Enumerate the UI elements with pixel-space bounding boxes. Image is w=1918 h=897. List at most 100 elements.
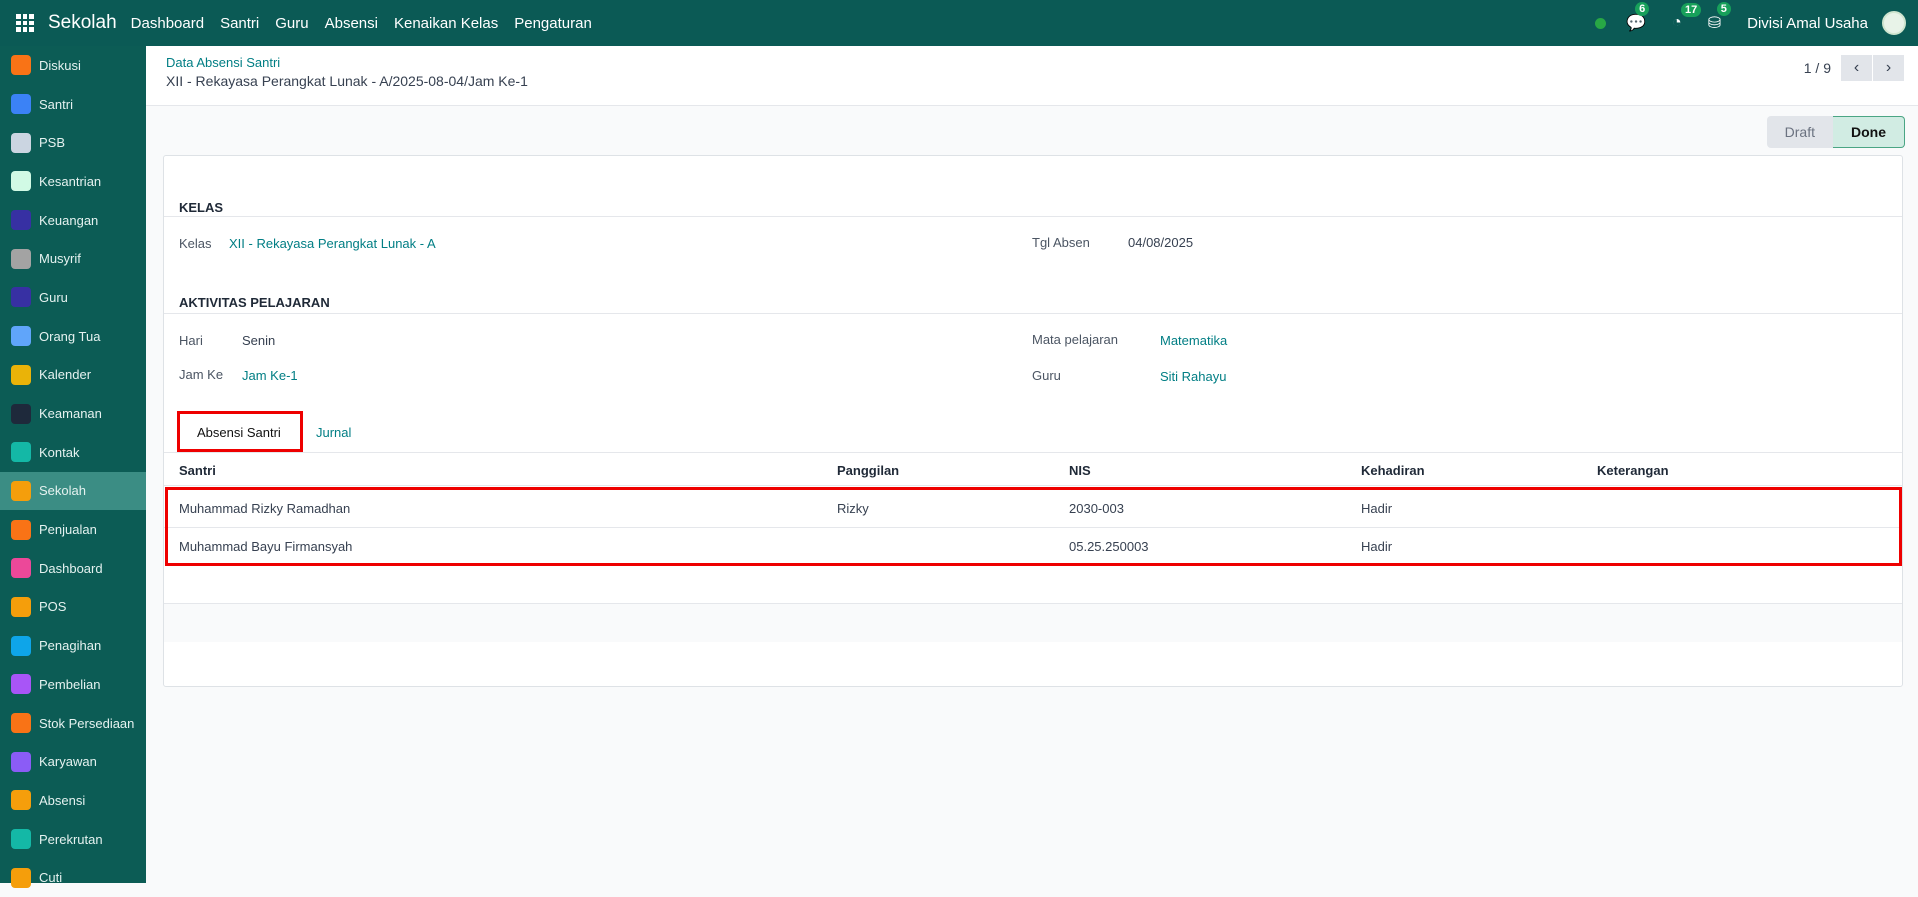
sidebar: Diskusi Santri PSB Kesantrian Keuangan Musyri…	[0, 46, 146, 888]
kalender-icon	[11, 364, 31, 385]
col-kehadiran[interactable]: Kehadiran	[1361, 463, 1425, 478]
menu-santri[interactable]: Santri	[220, 14, 260, 32]
pos-icon	[11, 596, 31, 617]
musyrif-icon	[11, 248, 31, 269]
status-draft[interactable]: Draft	[1766, 116, 1833, 148]
control-panel: Data Absensi Santri XII - Rekayasa Peran…	[146, 46, 1918, 106]
col-nis[interactable]: NIS	[1069, 463, 1091, 478]
sidebar-item-penjualan[interactable]: Penjualan	[0, 510, 146, 549]
menu-guru[interactable]: Guru	[275, 14, 309, 32]
pager-value[interactable]: 1 / 9	[1803, 60, 1831, 76]
sekolah-icon	[11, 480, 31, 501]
jam-value[interactable]: Jam Ke-1	[242, 368, 298, 383]
sidebar-item-orang-tua[interactable]: Orang Tua	[0, 317, 146, 356]
sidebar-item-label: Perekrutan	[39, 831, 103, 847]
breadcrumb-parent[interactable]: Data Absensi Santri	[166, 55, 281, 70]
approvals-icon[interactable]: ⛁ 5	[1708, 2, 1731, 33]
sidebar-item-label: Cuti	[39, 870, 63, 886]
sidebar-item-karyawan[interactable]: Karyawan	[0, 742, 146, 781]
cell-panggilan: Rizky	[837, 501, 869, 516]
sidebar-item-kesantrian[interactable]: Kesantrian	[0, 162, 146, 201]
hari-label: Hari	[179, 333, 203, 348]
jam-label: Jam Ke	[179, 367, 224, 382]
cuti-icon	[11, 867, 31, 888]
sidebar-item-label: POS	[39, 599, 67, 615]
sidebar-item-pembelian[interactable]: Pembelian	[0, 665, 146, 704]
sidebar-item-perekrutan[interactable]: Perekrutan	[0, 820, 146, 859]
status-done[interactable]: Done	[1833, 116, 1905, 148]
avatar[interactable]	[1882, 11, 1906, 35]
activities-icon[interactable]: ◔ 17	[1672, 3, 1702, 32]
col-santri[interactable]: Santri	[179, 463, 216, 478]
divider	[164, 216, 1902, 217]
pager: 1 / 9 ‹ ›	[1804, 55, 1905, 81]
diskusi-icon	[11, 55, 31, 76]
mapel-value[interactable]: Matematika	[1160, 333, 1228, 348]
section-aktivitas: AKTIVITAS PELAJARAN	[179, 295, 330, 310]
tab-absensi-santri[interactable]: Absensi Santri	[197, 425, 281, 440]
form-sheet: KELAS Kelas XII - Rekayasa Perangkat Lun…	[163, 155, 1903, 687]
kelas-value[interactable]: XII - Rekayasa Perangkat Lunak - A	[229, 236, 436, 251]
orang-tua-icon	[11, 326, 31, 347]
col-keterangan[interactable]: Keterangan	[1597, 463, 1669, 478]
table-footer	[164, 604, 1902, 642]
messages-icon[interactable]: 💬 6	[1626, 2, 1650, 33]
divider	[164, 313, 1902, 314]
guru-value[interactable]: Siti Rahayu	[1160, 369, 1227, 384]
sidebar-item-label: Kalender	[39, 367, 92, 383]
menu-kenaikan-kelas[interactable]: Kenaikan Kelas	[393, 14, 499, 32]
karyawan-icon	[11, 751, 31, 772]
sidebar-item-musyrif[interactable]: Musyrif	[0, 239, 146, 278]
sidebar-item-sekolah[interactable]: Sekolah	[0, 471, 146, 511]
status-bar: Draft Done	[1766, 116, 1905, 148]
sidebar-item-label: Dashboard	[39, 560, 103, 576]
sidebar-item-keamanan[interactable]: Keamanan	[0, 394, 146, 433]
sidebar-item-label: Penagihan	[39, 638, 102, 654]
guru-icon	[11, 287, 31, 308]
col-panggilan[interactable]: Panggilan	[837, 463, 900, 478]
sidebar-item-label: PSB	[39, 135, 66, 151]
divider	[164, 603, 1902, 604]
cell-santri: Muhammad Bayu Firmansyah	[179, 539, 353, 554]
tab-jurnal[interactable]: Jurnal	[316, 425, 352, 440]
keamanan-icon	[11, 403, 31, 424]
sidebar-item-kontak[interactable]: Kontak	[0, 433, 146, 472]
approvals-badge: 5	[1716, 2, 1731, 16]
sidebar-item-santri[interactable]: Santri	[0, 85, 146, 124]
sidebar-item-label: Guru	[39, 289, 68, 305]
next-record-button[interactable]: ›	[1873, 55, 1905, 81]
apps-grid-icon[interactable]	[16, 14, 34, 32]
sidebar-item-label: Santri	[39, 96, 73, 112]
online-status-icon	[1595, 17, 1607, 29]
sidebar-item-dashboard[interactable]: Dashboard	[0, 549, 146, 588]
sidebar-item-absensi[interactable]: Absensi	[0, 781, 146, 820]
menu-absensi[interactable]: Absensi	[324, 14, 378, 32]
pembelian-icon	[11, 674, 31, 695]
sidebar-item-keuangan[interactable]: Keuangan	[0, 201, 146, 240]
psb-icon	[11, 132, 31, 153]
sidebar-item-penagihan[interactable]: Penagihan	[0, 626, 146, 665]
app-brand[interactable]: Sekolah	[48, 12, 117, 33]
sidebar-item-psb[interactable]: PSB	[0, 123, 146, 162]
hari-value: Senin	[242, 333, 276, 348]
sidebar-item-guru[interactable]: Guru	[0, 278, 146, 317]
penjualan-icon	[11, 519, 31, 540]
cell-kehadiran: Hadir	[1361, 501, 1393, 516]
menu-dashboard[interactable]: Dashboard	[130, 14, 205, 32]
user-menu[interactable]: Divisi Amal Usaha	[1747, 14, 1868, 32]
sidebar-item-label: Pembelian	[39, 676, 101, 692]
previous-record-button[interactable]: ‹	[1841, 55, 1873, 81]
sidebar-item-kalender[interactable]: Kalender	[0, 356, 146, 395]
sidebar-item-label: Penjualan	[39, 522, 97, 538]
sidebar-item-stok-persediaan[interactable]: Stok Persediaan	[0, 704, 146, 743]
divider	[164, 527, 1902, 528]
menu-pengaturan[interactable]: Pengaturan	[514, 14, 592, 32]
sidebar-item-pos[interactable]: POS	[0, 588, 146, 627]
penagihan-icon	[11, 635, 31, 656]
sidebar-item-diskusi[interactable]: Diskusi	[0, 46, 146, 85]
sidebar-item-cuti[interactable]: Cuti	[0, 858, 146, 897]
guru-label: Guru	[1032, 368, 1061, 383]
cell-nis: 05.25.250003	[1069, 539, 1149, 554]
perekrutan-icon	[11, 829, 31, 850]
sidebar-item-label: Musyrif	[39, 251, 81, 267]
